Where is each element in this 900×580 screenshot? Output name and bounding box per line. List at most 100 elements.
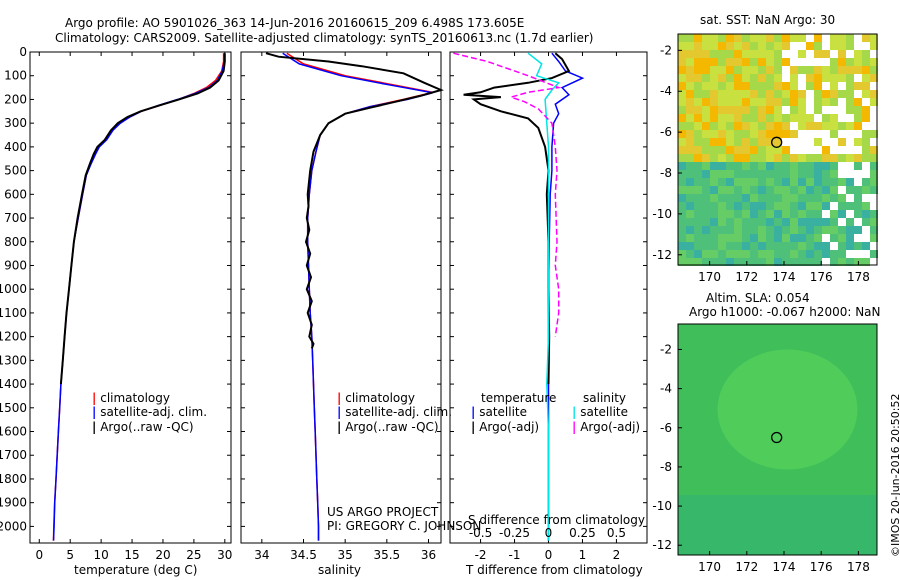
sst-cell <box>742 58 750 66</box>
sst-cell <box>774 154 782 162</box>
sst-cell <box>838 194 846 202</box>
sst-cell <box>710 50 718 58</box>
sst-cell <box>790 250 798 258</box>
sst-cell <box>798 170 806 178</box>
legend-diff-temp-satellite: | satellite <box>471 405 528 419</box>
sst-cell <box>806 42 814 50</box>
sst-cell <box>742 34 750 42</box>
sst-cell <box>870 66 878 74</box>
project-credit-line2: PI: GREGORY C. JOHNSON <box>327 519 482 533</box>
sst-cell <box>806 98 814 106</box>
sst-cell <box>718 66 726 74</box>
sst-cell <box>854 58 862 66</box>
y-tick-label: 900 <box>4 258 27 272</box>
sst-cell <box>702 226 710 234</box>
sst-cell <box>838 74 846 82</box>
sst-cell <box>846 250 854 258</box>
sst-cell <box>862 90 870 98</box>
sst-cell <box>750 210 758 218</box>
sst-cell <box>822 234 830 242</box>
sst-cell <box>766 146 774 154</box>
sst-cell <box>830 194 838 202</box>
x-tick-label: -2 <box>475 548 487 562</box>
sst-cell <box>766 58 774 66</box>
sst-cell <box>742 234 750 242</box>
legend-temp-climatology: | climatology <box>92 391 170 405</box>
sst-cell <box>830 122 838 130</box>
sst-cell <box>814 178 822 186</box>
sst-cell <box>870 194 878 202</box>
chart-title-line1: Argo profile: AO 5901026_363 14-Jun-2016… <box>65 16 525 30</box>
sst-cell <box>782 234 790 242</box>
sst-cell <box>694 50 702 58</box>
sst-cell <box>742 122 750 130</box>
sst-cell <box>718 74 726 82</box>
sst-cell <box>782 58 790 66</box>
sst-cell <box>790 34 798 42</box>
sst-cell <box>710 178 718 186</box>
sst-cell <box>854 74 862 82</box>
sst-cell <box>702 218 710 226</box>
sst-cell <box>862 82 870 90</box>
sst-cell <box>854 218 862 226</box>
sst-cell <box>798 258 806 266</box>
sst-cell <box>854 34 862 42</box>
sst-cell <box>766 50 774 58</box>
sst-cell <box>766 210 774 218</box>
sst-cell <box>766 42 774 50</box>
sst-cell <box>846 170 854 178</box>
sst-cell <box>694 106 702 114</box>
sst-cell <box>686 34 694 42</box>
sst-cell <box>854 82 862 90</box>
sst-cell <box>774 42 782 50</box>
sst-cell <box>678 162 686 170</box>
sst-cell <box>782 226 790 234</box>
sst-cell <box>742 202 750 210</box>
y-tick-label: 1600 <box>0 425 27 439</box>
sst-cell <box>822 202 830 210</box>
sst-cell <box>870 162 878 170</box>
x-tick-label: 30 <box>217 548 232 562</box>
sst-cell <box>838 98 846 106</box>
sst-cell <box>790 258 798 266</box>
sst-cell <box>838 34 846 42</box>
sst-cell <box>822 90 830 98</box>
sst-cell <box>758 194 766 202</box>
legend-diff-salinity-title: salinity <box>583 391 627 405</box>
sst-cell <box>694 114 702 122</box>
sst-cell <box>726 250 734 258</box>
sst-cell <box>870 146 878 154</box>
map-y-tick-label: -4 <box>660 382 672 396</box>
sst-cell <box>798 154 806 162</box>
sst-cell <box>774 178 782 186</box>
sst-cell <box>814 154 822 162</box>
sst-cell <box>814 242 822 250</box>
sst-cell <box>782 218 790 226</box>
sst-cell <box>694 66 702 74</box>
sst-cell <box>726 90 734 98</box>
sst-cell <box>798 98 806 106</box>
sst-cell <box>718 170 726 178</box>
sst-cell <box>854 122 862 130</box>
map-x-tick-label: 174 <box>773 270 796 284</box>
map-x-tick-label: 178 <box>847 270 870 284</box>
sst-cell <box>782 66 790 74</box>
y-tick-label: 1100 <box>0 306 27 320</box>
sla-south <box>678 495 877 555</box>
sst-cell <box>758 202 766 210</box>
sst-cell <box>846 82 854 90</box>
sst-cell <box>694 202 702 210</box>
sst-cell <box>734 138 742 146</box>
sst-cell <box>838 146 846 154</box>
sst-cell <box>782 178 790 186</box>
sst-cell <box>846 130 854 138</box>
sal-xlabel: salinity <box>318 563 362 577</box>
sst-cell <box>790 178 798 186</box>
temp-xlabel: temperature (deg C) <box>74 563 198 577</box>
sst-cell <box>750 146 758 154</box>
sst-cell <box>710 98 718 106</box>
sst-cell <box>862 66 870 74</box>
sst-cell <box>750 258 758 266</box>
sst-cell <box>686 186 694 194</box>
sst-cell <box>702 42 710 50</box>
